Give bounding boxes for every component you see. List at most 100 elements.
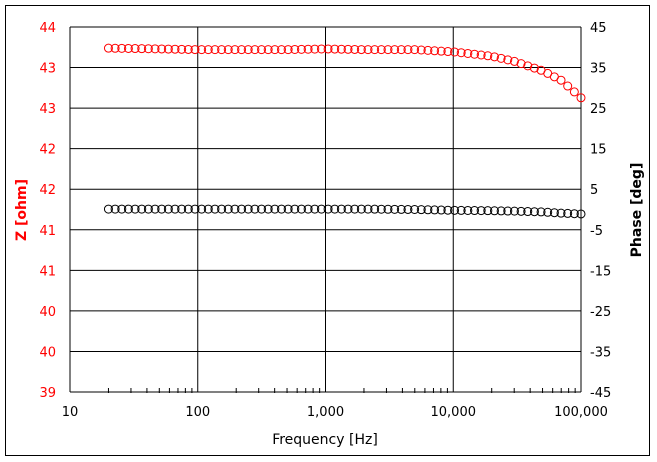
- data-point-marker: [123, 43, 133, 53]
- data-point-marker: [350, 204, 360, 214]
- data-point-marker: [197, 204, 207, 214]
- x-tick-label: 10: [62, 405, 79, 420]
- data-point-marker: [563, 208, 573, 218]
- data-point-marker: [250, 45, 260, 55]
- data-point-marker: [323, 204, 333, 214]
- data-point-marker: [110, 43, 120, 53]
- data-point-marker: [343, 204, 353, 214]
- left-tick-label: 43: [39, 102, 56, 117]
- data-point-marker: [117, 43, 127, 53]
- data-point-marker: [183, 204, 193, 214]
- data-point-marker: [110, 204, 120, 214]
- data-point-marker: [529, 207, 539, 217]
- data-point-marker: [416, 205, 426, 215]
- right-tick-label: 25: [590, 102, 607, 117]
- left-tick-label: 41: [39, 264, 56, 279]
- data-point-marker: [336, 44, 346, 54]
- data-point-marker: [376, 45, 386, 55]
- data-point-marker: [450, 205, 460, 215]
- data-point-marker: [330, 204, 340, 214]
- data-point-marker: [190, 204, 200, 214]
- right-tick-label: 5: [590, 183, 598, 198]
- left-tick-label: 40: [39, 345, 56, 360]
- data-point-marker: [356, 45, 366, 55]
- data-point-marker: [443, 47, 453, 57]
- data-point-marker: [516, 206, 526, 216]
- data-point-marker: [237, 45, 247, 55]
- data-point-marker: [416, 45, 426, 55]
- data-point-marker: [277, 45, 287, 55]
- data-point-marker: [356, 204, 366, 214]
- data-point-marker: [257, 204, 267, 214]
- data-point-marker: [383, 204, 393, 214]
- data-point-marker: [396, 45, 406, 55]
- data-point-marker: [509, 206, 519, 216]
- data-point-marker: [177, 204, 187, 214]
- data-point-marker: [390, 45, 400, 55]
- data-point-marker: [203, 204, 213, 214]
- data-point-marker: [489, 52, 499, 62]
- data-point-marker: [197, 45, 207, 55]
- data-point-marker: [363, 45, 373, 55]
- data-point-marker: [183, 44, 193, 54]
- data-point-marker: [456, 48, 466, 58]
- data-point-marker: [576, 209, 586, 219]
- right-tick-label: -25: [590, 305, 611, 320]
- data-point-marker: [130, 204, 140, 214]
- data-point-marker: [569, 87, 579, 97]
- grid-lines: [69, 26, 582, 393]
- right-tick-label: -5: [590, 224, 603, 239]
- data-point-marker: [157, 44, 167, 54]
- data-point-marker: [303, 204, 313, 214]
- data-point-marker: [403, 45, 413, 55]
- data-point-marker: [483, 206, 493, 216]
- data-point-marker: [363, 204, 373, 214]
- data-point-marker: [170, 44, 180, 54]
- data-point-marker: [496, 206, 506, 216]
- data-point-marker: [496, 53, 506, 63]
- data-point-marker: [150, 44, 160, 54]
- data-point-marker: [456, 205, 466, 215]
- data-point-marker: [436, 46, 446, 56]
- data-point-marker: [536, 207, 546, 217]
- data-point-marker: [316, 44, 326, 54]
- data-point-marker: [529, 63, 539, 73]
- data-point-marker: [270, 204, 280, 214]
- data-point-marker: [569, 209, 579, 219]
- data-point-marker: [143, 44, 153, 54]
- data-point-marker: [230, 45, 240, 55]
- data-point-marker: [290, 44, 300, 54]
- left-tick-label: 39: [39, 386, 56, 401]
- data-point-marker: [270, 45, 280, 55]
- data-point-marker: [390, 204, 400, 214]
- data-point-marker: [237, 204, 247, 214]
- data-point-marker: [250, 204, 260, 214]
- data-point-marker: [549, 208, 559, 218]
- data-point-marker: [430, 205, 440, 215]
- data-point-marker: [450, 47, 460, 57]
- left-tick-label: 44: [39, 21, 56, 36]
- data-point-marker: [410, 45, 420, 55]
- right-tick-label: 45: [590, 21, 607, 36]
- data-point-marker: [263, 45, 273, 55]
- chart-frame: [5, 5, 650, 456]
- data-point-marker: [296, 204, 306, 214]
- data-point-marker: [257, 45, 267, 55]
- data-point-marker: [103, 204, 113, 214]
- data-point-marker: [476, 50, 486, 60]
- data-point-marker: [283, 45, 293, 55]
- right-axis-tick-labels: 45 35 25 15 5 -5 -15 -25 -35 -45: [590, 21, 611, 401]
- data-point-marker: [323, 44, 333, 54]
- data-point-marker: [223, 204, 233, 214]
- data-point-marker: [163, 204, 173, 214]
- data-point-marker: [150, 204, 160, 214]
- data-point-marker: [310, 44, 320, 54]
- data-point-marker: [343, 44, 353, 54]
- data-point-marker: [556, 208, 566, 218]
- data-point-marker: [190, 45, 200, 55]
- data-point-marker: [210, 204, 220, 214]
- data-point-marker: [123, 204, 133, 214]
- data-point-marker: [403, 204, 413, 214]
- data-point-marker: [336, 204, 346, 214]
- left-tick-label: 40: [39, 305, 56, 320]
